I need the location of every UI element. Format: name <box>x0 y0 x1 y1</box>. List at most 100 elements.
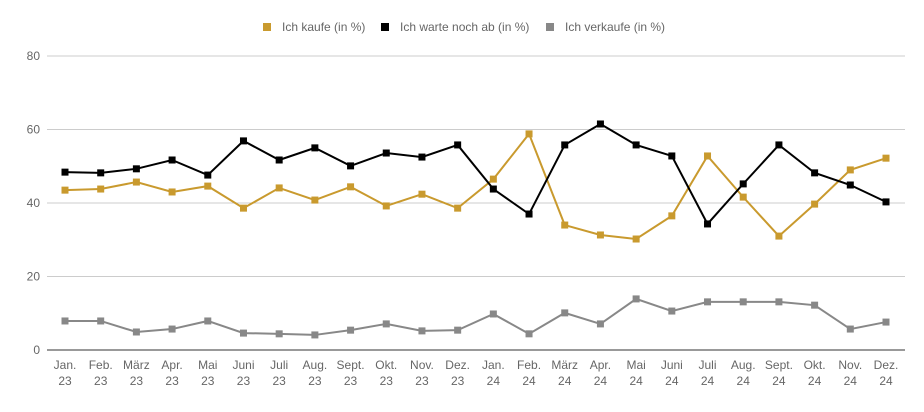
data-point <box>97 169 105 177</box>
data-point <box>168 156 176 164</box>
legend-label-0: Ich kaufe (in %) <box>282 20 365 34</box>
legend-marker-2 <box>546 23 554 31</box>
x-tick-label-month: Aug. <box>303 358 328 372</box>
x-tick-label-month: Apr. <box>590 358 611 372</box>
x-tick-label-year: 23 <box>165 374 179 388</box>
x-tick-label-year: 23 <box>237 374 251 388</box>
data-point <box>311 196 319 204</box>
x-tick-label-month: Sept. <box>765 358 793 372</box>
data-point <box>525 130 533 138</box>
y-tick-label: 20 <box>27 270 41 284</box>
data-point <box>61 168 69 176</box>
data-point <box>454 204 462 212</box>
data-point <box>596 320 604 328</box>
x-tick-label-month: Apr. <box>161 358 182 372</box>
data-point <box>668 212 676 220</box>
x-tick-label-month: Mai <box>626 358 645 372</box>
y-tick-label: 80 <box>27 49 41 63</box>
x-tick-label-year: 24 <box>879 374 893 388</box>
x-tick-label-year: 24 <box>594 374 608 388</box>
data-point <box>775 232 783 240</box>
data-point <box>739 298 747 306</box>
x-tick-label-month: Feb. <box>89 358 113 372</box>
x-tick-label-month: Juni <box>661 358 683 372</box>
x-tick-label-year: 23 <box>308 374 322 388</box>
data-point <box>882 154 890 162</box>
legend-marker-1 <box>381 23 389 31</box>
x-tick-label-month: März <box>551 358 578 372</box>
x-tick-label-month: Mai <box>198 358 217 372</box>
data-point <box>811 301 819 309</box>
data-point <box>168 325 176 333</box>
x-tick-label-month: März <box>123 358 150 372</box>
series-2 <box>61 295 890 339</box>
x-tick-label-year: 23 <box>380 374 394 388</box>
data-point <box>561 309 569 317</box>
data-point <box>882 318 890 326</box>
x-tick-label-year: 24 <box>522 374 536 388</box>
data-point <box>275 330 283 338</box>
y-tick-label: 60 <box>27 123 41 137</box>
data-point <box>846 325 854 333</box>
data-point <box>596 120 604 128</box>
data-point <box>418 327 426 335</box>
data-point <box>525 210 533 218</box>
x-tick-label-year: 23 <box>344 374 358 388</box>
data-point <box>846 181 854 189</box>
data-point <box>704 152 712 160</box>
x-axis: Jan. 23 Feb. 23 März 23 Apr. 23 Mai 23 Juni 23 Juli 2… <box>54 358 899 388</box>
x-tick-label-month: Okt. <box>804 358 826 372</box>
x-tick-label-month: Juli <box>270 358 288 372</box>
legend: Ich kaufe (in %) Ich warte noch ab (in %)… <box>263 20 665 34</box>
data-point <box>704 298 712 306</box>
legend-label-1: Ich warte noch ab (in %) <box>400 20 529 34</box>
x-tick-label-year: 23 <box>272 374 286 388</box>
x-tick-label-month: Aug. <box>731 358 756 372</box>
data-point <box>525 330 533 338</box>
data-point <box>632 141 640 149</box>
y-tick-label: 0 <box>33 343 40 357</box>
data-point <box>418 190 426 198</box>
x-tick-label-month: Nov. <box>410 358 434 372</box>
data-point <box>882 198 890 206</box>
data-point <box>775 141 783 149</box>
x-tick-label-month: Okt. <box>375 358 397 372</box>
y-tick-label: 40 <box>27 196 41 210</box>
data-point <box>132 178 140 186</box>
x-tick-label-year: 23 <box>451 374 465 388</box>
series-line <box>65 297 887 336</box>
x-tick-label-month: Juli <box>699 358 717 372</box>
data-point <box>347 183 355 191</box>
x-tick-label-year: 24 <box>665 374 679 388</box>
x-tick-label-year: 23 <box>58 374 72 388</box>
data-point <box>775 298 783 306</box>
data-point <box>97 317 105 325</box>
x-tick-label-month: Jan. <box>482 358 505 372</box>
data-point <box>275 184 283 192</box>
series-0 <box>61 130 890 243</box>
x-tick-label-year: 24 <box>772 374 786 388</box>
data-point <box>489 185 497 193</box>
data-point <box>132 328 140 336</box>
legend-marker-0 <box>263 23 271 31</box>
x-tick-label-year: 23 <box>201 374 215 388</box>
data-point <box>347 162 355 170</box>
data-point <box>204 171 212 179</box>
data-point <box>454 141 462 149</box>
series-line <box>64 122 887 226</box>
gridlines <box>47 55 905 351</box>
data-point <box>347 326 355 334</box>
x-tick-label-year: 24 <box>629 374 643 388</box>
x-tick-label-month: Dez. <box>874 358 899 372</box>
x-tick-label-year: 24 <box>701 374 715 388</box>
data-point <box>561 141 569 149</box>
data-point <box>239 204 247 212</box>
data-point <box>704 220 712 228</box>
y-axis: 0 20 40 60 80 <box>27 49 41 357</box>
data-point <box>739 193 747 201</box>
x-tick-label-year: 23 <box>130 374 144 388</box>
x-tick-label-month: Dez. <box>445 358 470 372</box>
x-tick-label-month: Feb. <box>517 358 541 372</box>
data-point <box>239 329 247 337</box>
